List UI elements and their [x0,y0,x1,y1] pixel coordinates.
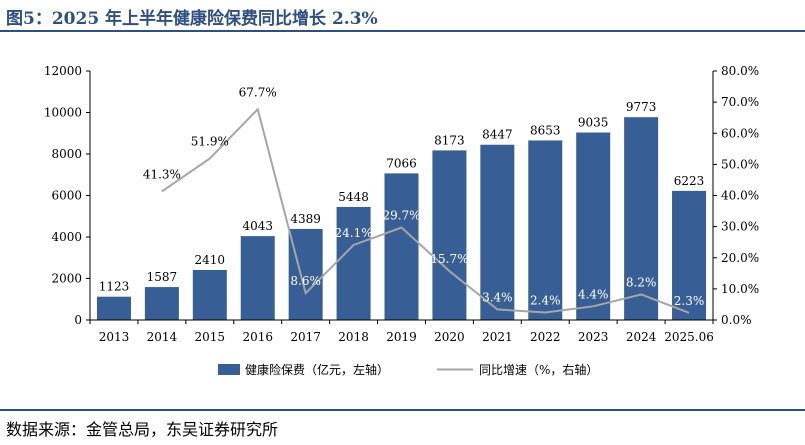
bar [96,296,131,320]
right-tick-label: 10.0% [721,282,759,296]
growth-value-label: 29.7% [382,209,420,223]
right-tick-label: 60.0% [721,126,759,140]
bar-value-label: 4389 [290,212,321,226]
bar [336,206,371,320]
bar [528,140,563,320]
left-tick-label: 4000 [51,230,82,244]
legend-bar-swatch [218,364,240,375]
growth-value-label: 2.3% [674,294,705,308]
right-tick-label: 80.0% [721,64,759,78]
legend-line-label: 同比增速（%，右轴） [479,362,598,377]
bar-value-label: 8447 [482,128,513,142]
bar [144,287,179,320]
right-tick-label: 30.0% [721,220,759,234]
x-tick-label: 2024 [626,330,657,344]
legend: 健康险保费（亿元，左轴） 同比增速（%，右轴） [218,362,598,377]
growth-value-label: 4.4% [578,287,609,301]
x-tick-label: 2014 [147,330,178,344]
bar [624,117,659,320]
x-tick-label: 2023 [578,330,609,344]
right-tick-label: 70.0% [721,95,759,109]
left-tick-label: 6000 [51,189,82,203]
figure-title: 图5：2025 年上半年健康险保费同比增长 2.3% [6,9,378,29]
bar [480,144,515,320]
bar [192,269,227,320]
bar-value-label: 9773 [626,100,657,114]
growth-value-label: 67.7% [239,85,277,99]
x-tick-label: 2021 [482,330,513,344]
x-tick-label: 2020 [434,330,465,344]
x-tick-label: 2017 [290,330,321,344]
growth-value-label: 8.6% [290,274,321,288]
growth-value-label: 8.2% [626,275,657,289]
figure-source: 数据来源：金管总局，东吴证券研究所 [6,420,279,439]
bar-value-label: 7066 [386,156,417,170]
growth-value-label: 51.9% [191,134,229,148]
bar-value-label: 1587 [147,270,178,284]
bar-value-label: 8173 [434,133,465,147]
bar-value-label: 1123 [99,280,130,294]
x-tick-label: 2013 [99,330,130,344]
x-tick-label: 2016 [242,330,273,344]
growth-value-label: 2.4% [530,294,561,308]
bar-value-label: 9035 [578,116,609,130]
bar [384,173,419,320]
right-tick-label: 50.0% [721,157,759,171]
growth-value-label: 41.3% [143,167,181,181]
bar [240,236,275,320]
right-tick-label: 40.0% [721,189,759,203]
growth-value-label: 3.4% [482,290,513,304]
growth-line [161,107,690,314]
x-tick-label: 2022 [530,330,561,344]
x-tick-label: 2025.06 [664,330,714,344]
legend-bar-label: 健康险保费（亿元，左轴） [245,362,389,377]
bar [432,150,467,320]
plot-area: 0 2000 4000 6000 8000 10000 12000 0.0% 10.0% 20.0… [44,64,759,344]
growth-value-label: 24.1% [335,226,373,240]
bar-value-label: 2410 [195,253,226,267]
x-tick-label: 2018 [338,330,369,344]
source-rule [0,409,805,411]
title-rule [0,30,805,32]
bar-value-label: 5448 [338,190,369,204]
bar [288,228,323,320]
left-tick-label: 8000 [51,147,82,161]
bar-value-label: 6223 [674,174,705,188]
growth-value-label: 15.7% [430,252,468,266]
right-tick-label: 0.0% [721,313,752,327]
x-tick-label: 2015 [195,330,226,344]
bar-value-label: 4043 [242,219,273,233]
left-tick-label: 0 [74,313,82,327]
x-tick-label: 2019 [386,330,417,344]
left-tick-label: 10000 [44,106,82,120]
left-tick-label: 12000 [44,64,82,78]
bar-value-label: 8653 [530,123,561,137]
bar [672,190,707,320]
right-tick-label: 20.0% [721,251,759,265]
bar [576,132,611,320]
chart: 0 2000 4000 6000 8000 10000 12000 0.0% 10.0% 20.0… [44,64,759,377]
left-tick-label: 2000 [51,272,82,286]
